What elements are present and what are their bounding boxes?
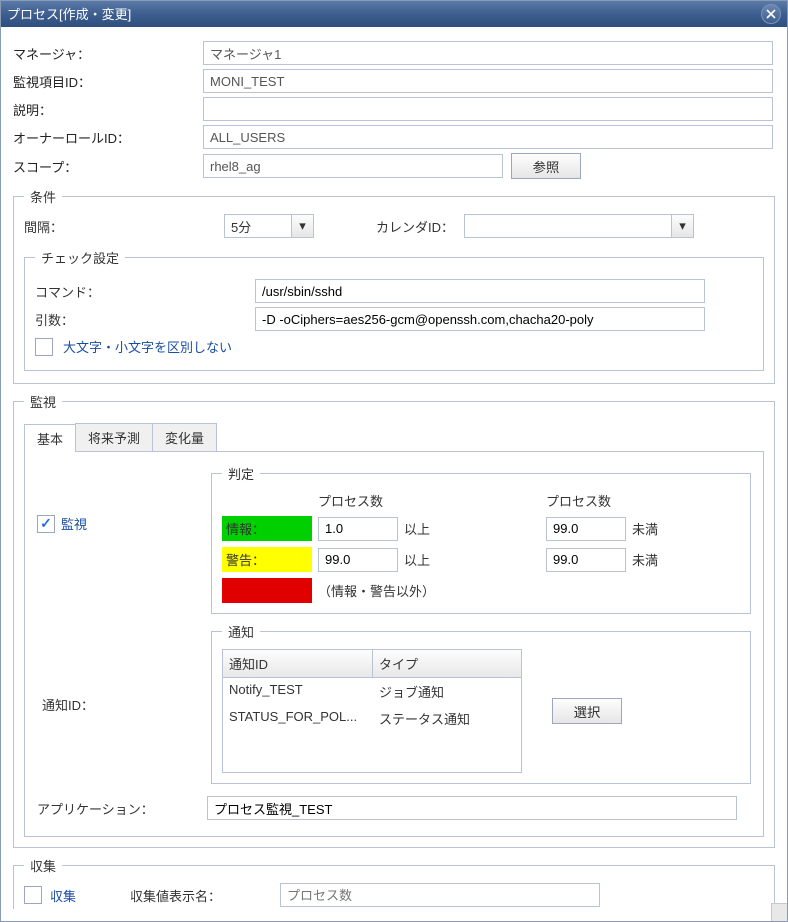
collect-fieldset: 収集 収集 収集値表示名： bbox=[13, 856, 775, 909]
case-insensitive-label: 大文字・小文字を区別しない bbox=[63, 337, 232, 356]
conditions-legend: 条件 bbox=[24, 187, 62, 206]
judge-col1: プロセス数 bbox=[318, 491, 398, 510]
close-button[interactable] bbox=[761, 4, 781, 24]
tab-future[interactable]: 将来予測 bbox=[75, 423, 153, 451]
table-row[interactable]: STATUS_FOR_POL... ステータス通知 bbox=[223, 705, 521, 732]
tab-change[interactable]: 変化量 bbox=[152, 423, 217, 451]
monitor-enable-label: 監視 bbox=[61, 514, 87, 533]
scrollbar-corner[interactable] bbox=[771, 903, 787, 921]
scope-label: スコープ： bbox=[13, 157, 203, 176]
info-hi-input[interactable] bbox=[546, 517, 626, 541]
command-label: コマンド： bbox=[35, 282, 255, 301]
chevron-down-icon: ▾ bbox=[291, 215, 313, 237]
window-title: プロセス[作成・変更] bbox=[7, 4, 761, 23]
notif-select-button[interactable]: 選択 bbox=[552, 698, 622, 724]
notif-fieldset: 通知 通知ID タイプ Notify_TEST ジョブ通知 bbox=[211, 622, 751, 784]
crit-note: （情報・警告以外） bbox=[318, 581, 682, 600]
interval-select[interactable]: 5分 ▾ bbox=[224, 214, 314, 238]
manager-field[interactable] bbox=[203, 41, 773, 65]
collect-enable-label: 収集 bbox=[50, 886, 130, 905]
judge-fieldset: 判定 プロセス数 プロセス数 情報： 以上 bbox=[211, 464, 751, 614]
table-row bbox=[223, 732, 521, 772]
desc-label: 説明： bbox=[13, 100, 203, 119]
notif-row-type: ジョブ通知 bbox=[373, 678, 521, 705]
warn-lo-input[interactable] bbox=[318, 548, 398, 572]
dialog-window: プロセス[作成・変更] マネージャ： 監視項目ID： 説明： オーナーロールID… bbox=[0, 0, 788, 922]
level-info-label: 情報： bbox=[222, 516, 312, 541]
level-warn-label: 警告： bbox=[222, 547, 312, 572]
app-label: アプリケーション： bbox=[37, 799, 207, 818]
check-legend: チェック設定 bbox=[35, 248, 125, 267]
owner-role-field[interactable] bbox=[203, 125, 773, 149]
calendar-label: カレンダID： bbox=[354, 217, 464, 236]
ge-label: 以上 bbox=[404, 550, 454, 569]
table-row[interactable]: Notify_TEST ジョブ通知 bbox=[223, 678, 521, 705]
monitor-enable-checkbox[interactable] bbox=[37, 515, 55, 533]
interval-label: 間隔： bbox=[24, 217, 224, 236]
monitor-fieldset: 監視 基本 将来予測 変化量 監視 判定 bbox=[13, 392, 775, 848]
ge-label: 以上 bbox=[404, 519, 454, 538]
titlebar: プロセス[作成・変更] bbox=[1, 1, 787, 27]
conditions-fieldset: 条件 間隔： 5分 ▾ カレンダID： ▾ bbox=[13, 187, 775, 384]
lt-label: 未満 bbox=[632, 550, 682, 569]
manager-label: マネージャ： bbox=[13, 44, 203, 63]
tab-basic[interactable]: 基本 bbox=[24, 424, 76, 452]
lt-label: 未満 bbox=[632, 519, 682, 538]
notif-col-id[interactable]: 通知ID bbox=[223, 650, 373, 677]
args-label: 引数： bbox=[35, 310, 255, 329]
warn-hi-input[interactable] bbox=[546, 548, 626, 572]
app-field[interactable] bbox=[207, 796, 737, 820]
desc-field[interactable] bbox=[203, 97, 773, 121]
collect-disp-label: 収集値表示名： bbox=[130, 886, 280, 905]
level-crit-label: 危険： bbox=[222, 578, 312, 603]
case-insensitive-checkbox[interactable] bbox=[35, 338, 53, 356]
info-lo-input[interactable] bbox=[318, 517, 398, 541]
collect-enable-checkbox[interactable] bbox=[24, 886, 42, 904]
chevron-down-icon: ▾ bbox=[671, 215, 693, 237]
notif-legend: 通知 bbox=[222, 622, 260, 641]
notif-row-id: Notify_TEST bbox=[223, 678, 373, 705]
monitor-tabs: 基本 将来予測 変化量 bbox=[24, 423, 764, 452]
notif-col-type[interactable]: タイプ bbox=[373, 650, 521, 677]
args-field[interactable] bbox=[255, 307, 705, 331]
notif-row-id: STATUS_FOR_POL... bbox=[223, 705, 373, 732]
monitor-id-label: 監視項目ID： bbox=[13, 72, 203, 91]
collect-disp-field[interactable] bbox=[280, 883, 600, 907]
notif-row-type: ステータス通知 bbox=[373, 705, 521, 732]
check-fieldset: チェック設定 コマンド： 引数： 大文字・小文字を区別しない bbox=[24, 248, 764, 371]
browse-button[interactable]: 参照 bbox=[511, 153, 581, 179]
monitor-id-field[interactable] bbox=[203, 69, 773, 93]
notif-table: 通知ID タイプ Notify_TEST ジョブ通知 STATUS_FOR_PO… bbox=[222, 649, 522, 773]
tab-body-basic: 監視 判定 プロセス数 プロセス数 bbox=[24, 452, 764, 837]
close-icon bbox=[766, 9, 776, 19]
scope-field[interactable] bbox=[203, 154, 503, 178]
interval-value: 5分 bbox=[231, 217, 251, 236]
collect-legend: 収集 bbox=[24, 856, 62, 875]
notif-id-label: 通知ID： bbox=[42, 695, 122, 714]
owner-role-label: オーナーロールID： bbox=[13, 128, 203, 147]
judge-col2: プロセス数 bbox=[546, 491, 626, 510]
command-field[interactable] bbox=[255, 279, 705, 303]
judge-legend: 判定 bbox=[222, 464, 260, 483]
monitor-legend: 監視 bbox=[24, 392, 62, 411]
calendar-select[interactable]: ▾ bbox=[464, 214, 694, 238]
